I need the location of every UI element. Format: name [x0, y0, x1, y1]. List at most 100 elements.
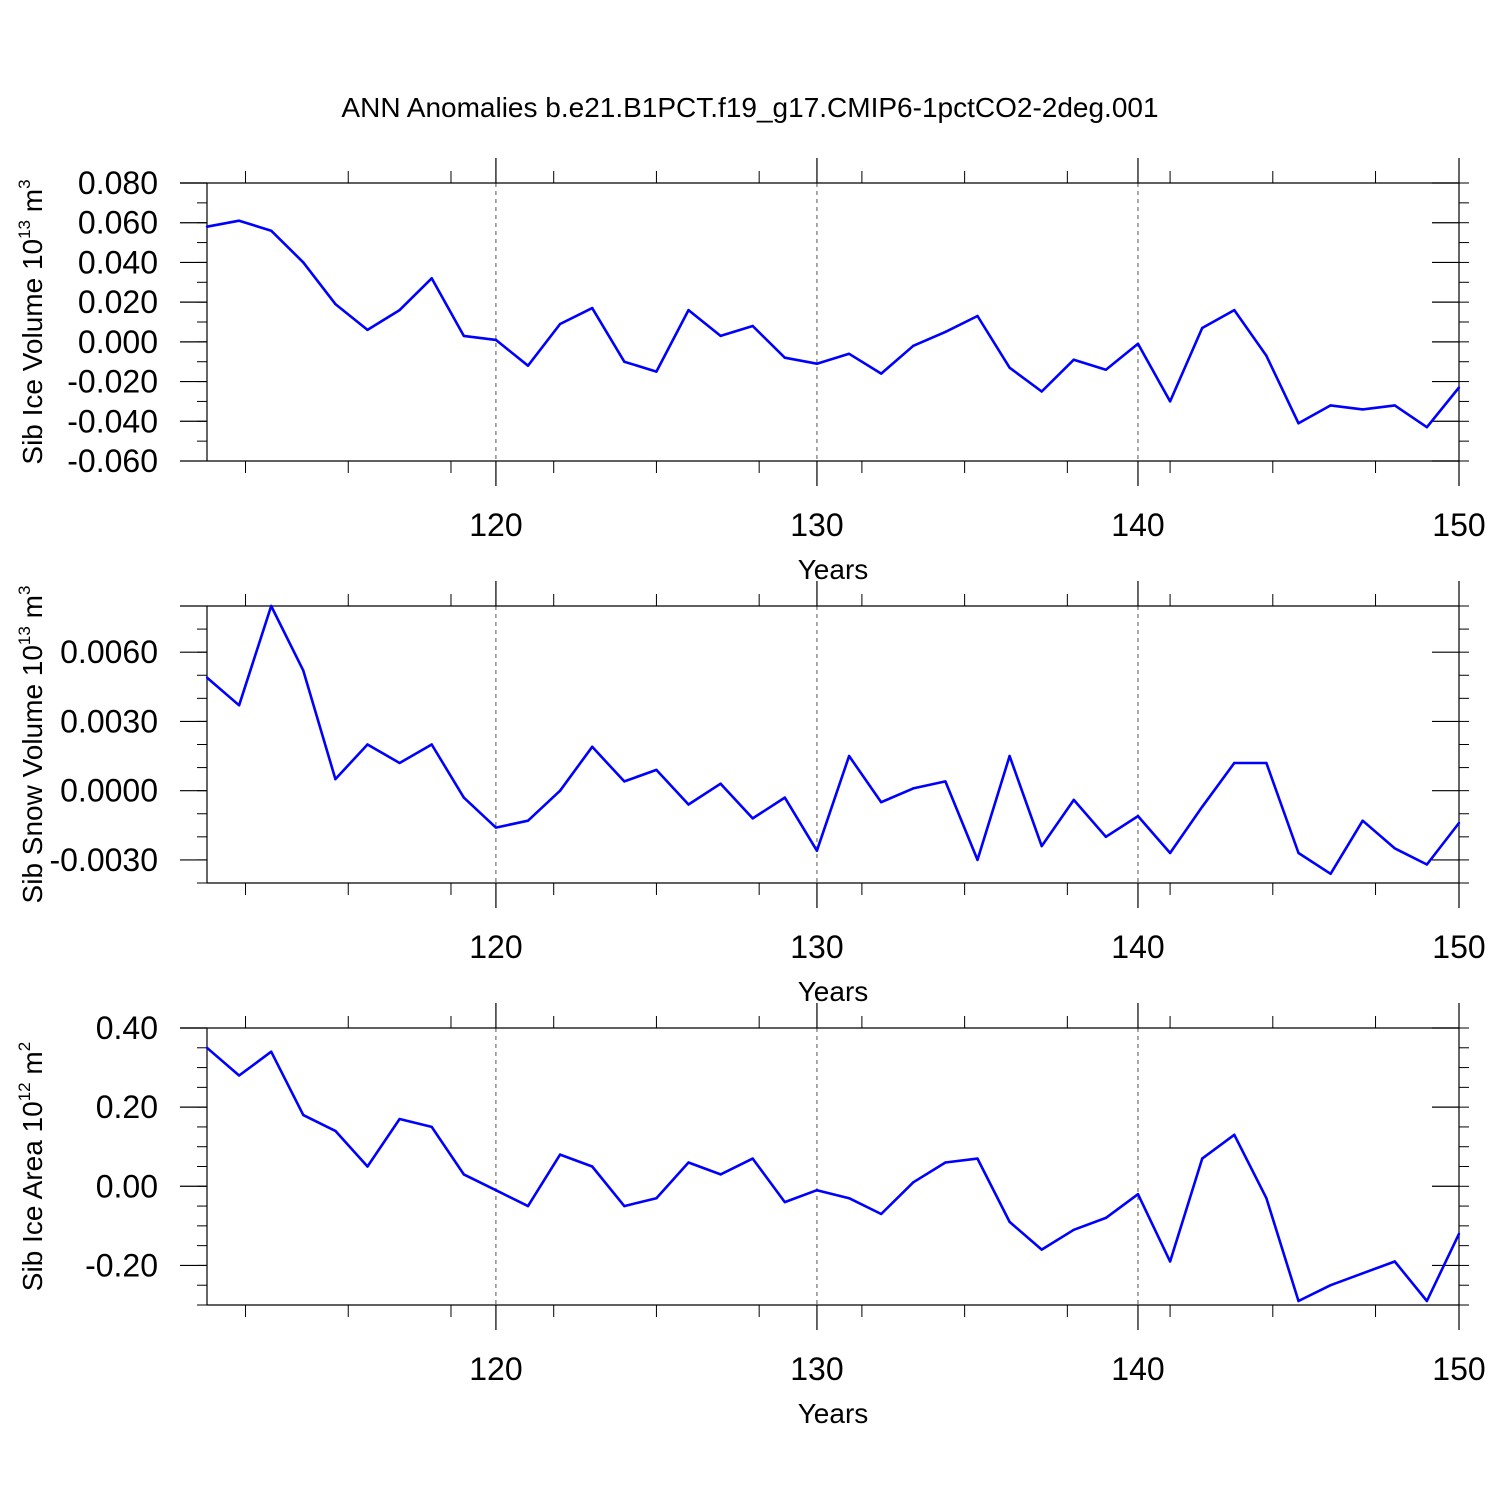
y-tick-label: 0.00: [96, 1168, 158, 1204]
data-point: [751, 324, 754, 328]
data-point: [430, 1125, 433, 1129]
data-point: [783, 356, 787, 359]
y-tick-label: 0.0000: [60, 773, 158, 809]
data-point: [1104, 1216, 1108, 1220]
y-tick-label: 0.20: [96, 1089, 158, 1125]
data-point: [1072, 1228, 1075, 1232]
data-point: [687, 308, 690, 312]
data-point: [591, 745, 594, 749]
data-point: [366, 1165, 369, 1168]
data-point: [1265, 354, 1268, 357]
data-point: [237, 1074, 241, 1077]
y-axis-title: Sib Ice Area 1012 m2: [15, 1042, 48, 1291]
data-point: [1457, 1232, 1461, 1235]
data-point: [1457, 386, 1461, 389]
data-point: [1265, 1196, 1268, 1200]
data-point: [430, 743, 433, 746]
data-point: [1040, 390, 1043, 393]
data-point: [655, 768, 658, 772]
data-point: [1393, 847, 1396, 850]
data-point: [1168, 400, 1172, 403]
data-point: [398, 761, 401, 765]
data-point: [558, 322, 562, 326]
x-tick-label: 140: [1111, 507, 1164, 543]
panel-3: 120 130 140 150 -0.20 0.00 0.20 0.40 Years Sib Ic…: [15, 1003, 1486, 1429]
data-point: [270, 229, 273, 232]
data-point: [912, 1181, 915, 1184]
data-point: [1361, 819, 1364, 822]
data-point: [1104, 835, 1108, 839]
data-point: [1136, 1193, 1140, 1196]
data-point: [751, 1157, 754, 1160]
x-axis-title: Years: [798, 976, 869, 1007]
data-point: [1008, 754, 1011, 758]
data-point: [1168, 1260, 1172, 1263]
y-tick-label: 0.40: [96, 1010, 158, 1046]
data-point: [205, 225, 209, 228]
x-tick-label: 150: [1432, 1351, 1485, 1387]
x-tick-label: 140: [1111, 1351, 1164, 1387]
x-axis-title: Years: [798, 1398, 869, 1429]
data-point: [1425, 863, 1429, 866]
y-tick-label: 0.0060: [60, 634, 158, 670]
y-tick-label: -0.060: [67, 443, 158, 479]
data-point: [976, 1157, 979, 1160]
series-line: [206, 604, 1461, 876]
data-point: [366, 328, 369, 332]
data-point: [912, 787, 915, 790]
x-tick-label: 120: [469, 1351, 522, 1387]
data-point: [847, 754, 851, 758]
data-point: [558, 1153, 562, 1156]
data-point: [462, 796, 466, 799]
data-point: [655, 1196, 658, 1200]
data-point: [944, 1161, 947, 1164]
data-point: [815, 1189, 819, 1192]
data-point: [526, 819, 530, 822]
data-point: [334, 1129, 337, 1133]
data-point: [398, 308, 401, 312]
x-tick-label: 150: [1432, 929, 1485, 965]
data-point: [1297, 1299, 1300, 1303]
data-point: [751, 817, 754, 820]
data-point: [494, 1189, 498, 1192]
data-point: [1361, 1272, 1364, 1275]
data-point: [334, 777, 337, 781]
data-point: [655, 370, 658, 373]
data-point: [1457, 821, 1461, 825]
y-axis-title: Sib Ice Volume 1013 m3: [15, 179, 48, 464]
y-tick-label: 0.060: [78, 205, 158, 241]
data-point: [879, 372, 883, 375]
data-point: [366, 743, 369, 746]
y-tick-label: -0.20: [85, 1247, 158, 1283]
data-point: [1361, 408, 1364, 411]
y-tick-label: -0.040: [67, 403, 158, 439]
data-point: [623, 780, 626, 783]
data-point: [1297, 422, 1300, 425]
data-point: [912, 344, 915, 348]
data-point: [1425, 426, 1429, 429]
data-point: [205, 676, 209, 679]
data-point: [1008, 1220, 1011, 1224]
y-axis-title: Sib Snow Volume 1013 m3: [15, 586, 48, 904]
data-point: [1329, 404, 1332, 407]
data-point: [494, 826, 498, 829]
data-point: [591, 306, 594, 310]
x-tick-label: 130: [790, 929, 843, 965]
data-point: [1233, 1133, 1236, 1137]
data-point: [1040, 1248, 1043, 1251]
x-tick-label: 120: [469, 507, 522, 543]
data-point: [719, 1173, 722, 1176]
data-point: [1072, 358, 1075, 361]
data-point: [558, 789, 562, 792]
data-point: [1200, 1157, 1204, 1160]
data-point: [1297, 851, 1300, 855]
y-tick-label: 0.020: [78, 284, 158, 320]
y-tick-label: 0.040: [78, 244, 158, 280]
data-point: [1393, 404, 1396, 407]
data-point: [976, 314, 979, 318]
data-point: [591, 1165, 594, 1168]
series-line: [206, 1046, 1461, 1303]
series-line: [206, 219, 1461, 429]
data-point: [623, 360, 626, 363]
